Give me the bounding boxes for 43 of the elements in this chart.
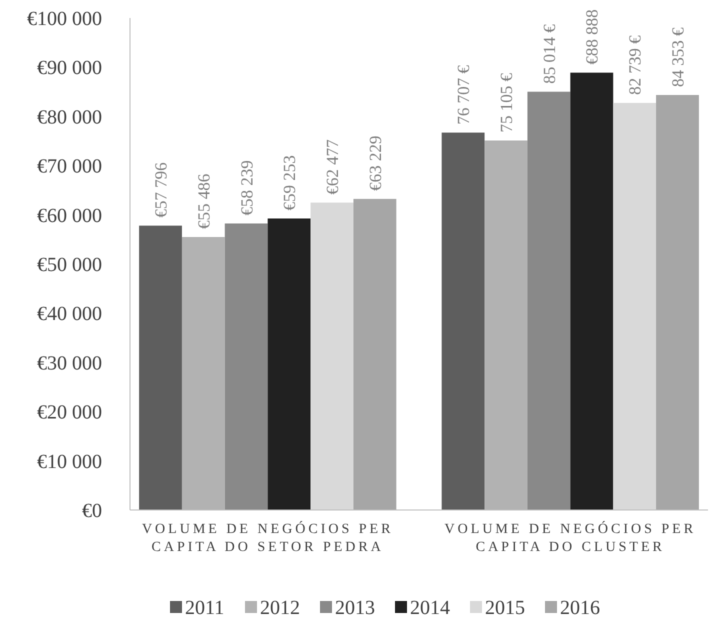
y-tick-label: €80 000 xyxy=(37,106,102,128)
y-tick-label: €30 000 xyxy=(37,352,102,374)
data-label: 84 353 € xyxy=(668,26,688,87)
data-label: €57 796 xyxy=(152,162,171,218)
y-tick-label: €90 000 xyxy=(37,57,102,80)
bar xyxy=(527,92,570,510)
y-tick-label: €50 000 xyxy=(37,254,102,276)
y-tick-label: €20 000 xyxy=(37,402,102,424)
legend-label: 2012 xyxy=(260,597,300,619)
data-label: €88 888 xyxy=(582,9,602,65)
x-tick-label: VOLUME DE NEGÓCIOS PER CAPITA DO CLUSTER xyxy=(444,520,696,555)
data-label: 85 014 € xyxy=(540,24,559,84)
bar xyxy=(570,72,614,510)
data-label: 76 707 € xyxy=(454,64,474,125)
bar xyxy=(139,226,182,510)
y-tick-label: €40 000 xyxy=(37,303,102,326)
bar xyxy=(613,102,656,510)
data-label: €63 229 xyxy=(366,136,385,191)
data-label: 82 739 € xyxy=(626,34,645,95)
y-tick-label: €100 000 xyxy=(27,8,102,30)
legend-label: 2016 xyxy=(560,597,600,619)
bar xyxy=(182,237,225,510)
bar xyxy=(656,94,699,510)
bar xyxy=(310,202,354,510)
data-label: €62 477 xyxy=(322,138,342,195)
legend-label: 2015 xyxy=(485,597,525,619)
x-tick-label: VOLUME DE NEGÓCIOS PER CAPITA DO SETOR PEDRA xyxy=(142,520,394,555)
bar xyxy=(224,223,268,510)
bar xyxy=(353,198,396,510)
bar xyxy=(268,218,311,510)
data-label: 75 105 € xyxy=(497,72,516,132)
data-label: €55 486 xyxy=(194,174,214,230)
legend-label: 2011 xyxy=(185,597,224,619)
data-label: €59 253 xyxy=(280,155,300,210)
legend-label: 2013 xyxy=(335,597,375,619)
y-tick-label: €0 xyxy=(82,500,102,522)
data-label: €58 239 xyxy=(237,160,256,216)
bar xyxy=(442,132,485,510)
legend-label: 2014 xyxy=(410,597,450,619)
y-tick-label: €10 000 xyxy=(37,450,102,473)
bar xyxy=(484,140,528,510)
y-tick-label: €70 000 xyxy=(37,156,102,178)
y-tick-label: €60 000 xyxy=(37,204,102,227)
